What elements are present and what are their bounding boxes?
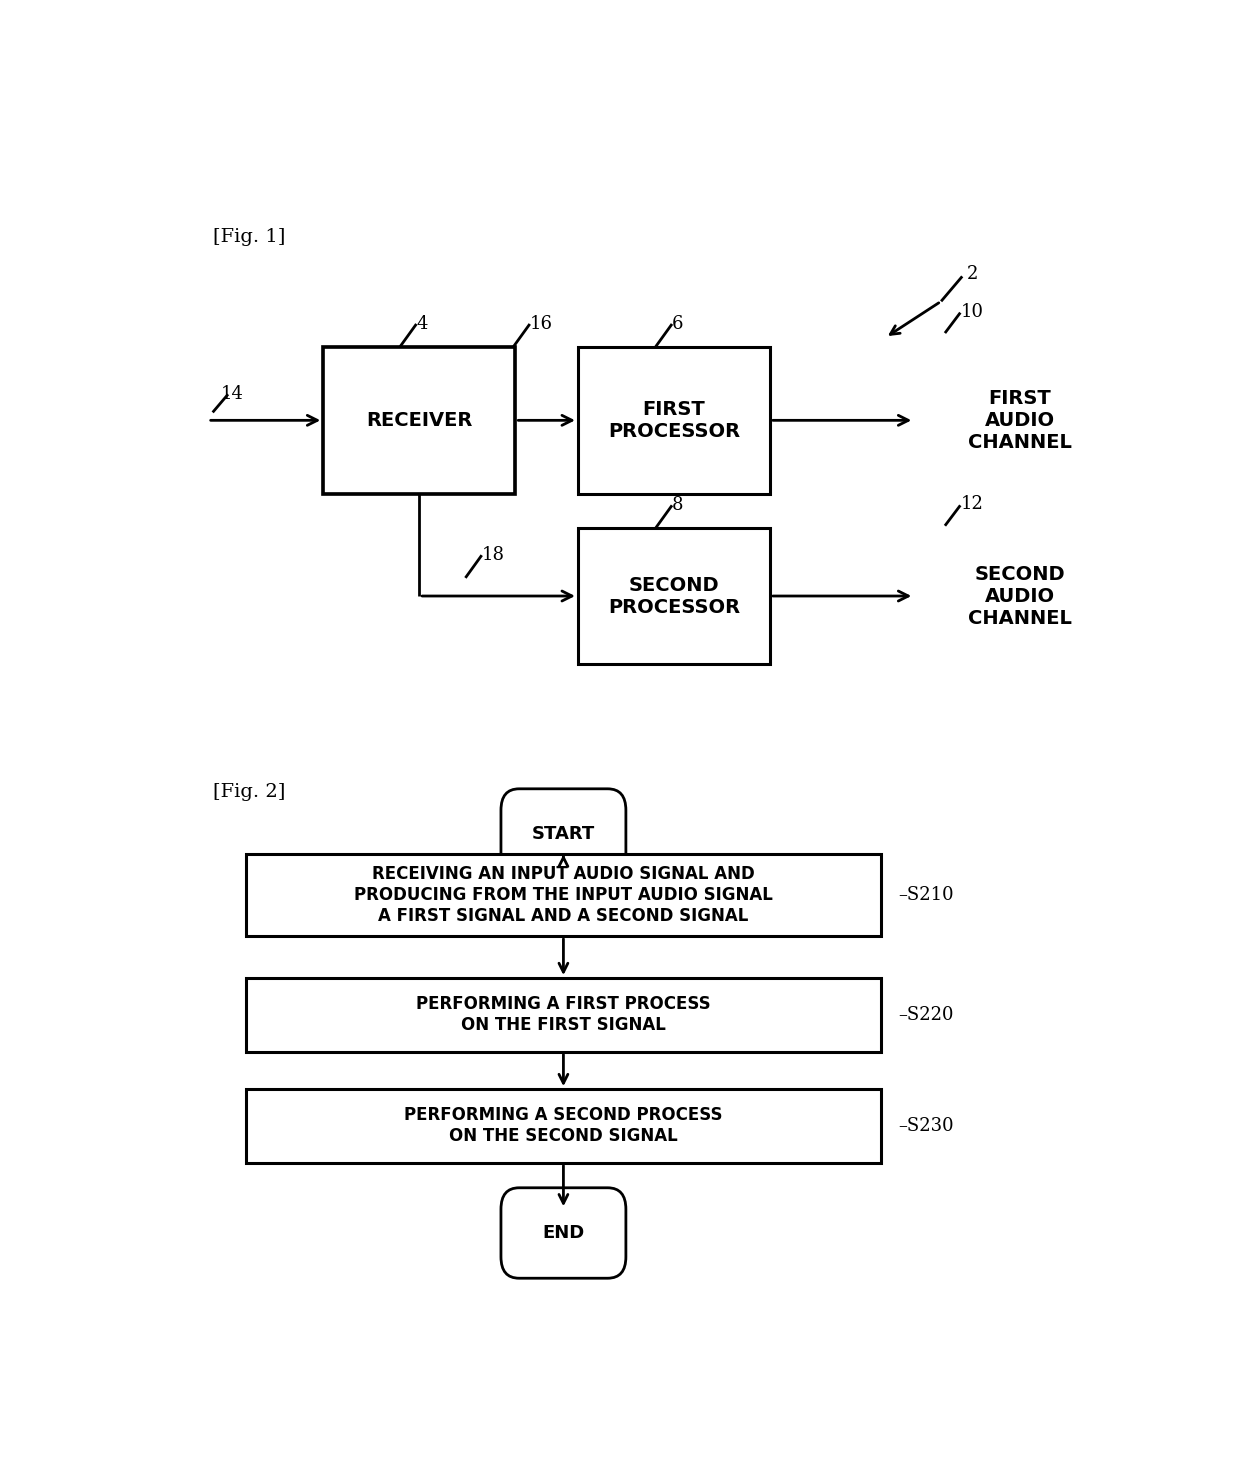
- Text: SECOND
AUDIO
CHANNEL: SECOND AUDIO CHANNEL: [968, 565, 1071, 627]
- FancyBboxPatch shape: [324, 347, 516, 495]
- Text: 14: 14: [221, 386, 243, 403]
- Text: 6: 6: [672, 315, 683, 333]
- FancyBboxPatch shape: [247, 977, 880, 1051]
- FancyBboxPatch shape: [501, 1188, 626, 1278]
- Text: 16: 16: [529, 315, 553, 333]
- FancyBboxPatch shape: [501, 789, 626, 879]
- Text: FIRST
AUDIO
CHANNEL: FIRST AUDIO CHANNEL: [968, 389, 1071, 452]
- Text: –S230: –S230: [898, 1117, 954, 1135]
- Text: 10: 10: [960, 303, 983, 321]
- FancyBboxPatch shape: [247, 1089, 880, 1163]
- Text: PERFORMING A SECOND PROCESS
ON THE SECOND SIGNAL: PERFORMING A SECOND PROCESS ON THE SECON…: [404, 1107, 723, 1145]
- Text: END: END: [542, 1225, 584, 1242]
- FancyBboxPatch shape: [578, 528, 770, 664]
- Text: 2: 2: [967, 265, 978, 283]
- Text: 8: 8: [672, 496, 683, 514]
- Text: SECOND
PROCESSOR: SECOND PROCESSOR: [608, 576, 740, 617]
- FancyBboxPatch shape: [247, 854, 880, 936]
- Text: 12: 12: [960, 495, 983, 514]
- Text: RECEIVING AN INPUT AUDIO SIGNAL AND
PRODUCING FROM THE INPUT AUDIO SIGNAL
A FIRS: RECEIVING AN INPUT AUDIO SIGNAL AND PROD…: [353, 866, 773, 924]
- FancyBboxPatch shape: [578, 347, 770, 495]
- Text: [Fig. 1]: [Fig. 1]: [213, 228, 285, 246]
- Text: –S220: –S220: [898, 1007, 954, 1025]
- Text: [Fig. 2]: [Fig. 2]: [213, 783, 285, 801]
- Text: 18: 18: [481, 546, 505, 564]
- Text: PERFORMING A FIRST PROCESS
ON THE FIRST SIGNAL: PERFORMING A FIRST PROCESS ON THE FIRST …: [417, 995, 711, 1035]
- Text: RECEIVER: RECEIVER: [366, 411, 472, 430]
- Text: 4: 4: [417, 315, 428, 333]
- Text: –S210: –S210: [898, 886, 954, 904]
- Text: FIRST
PROCESSOR: FIRST PROCESSOR: [608, 400, 740, 440]
- Text: START: START: [532, 824, 595, 843]
